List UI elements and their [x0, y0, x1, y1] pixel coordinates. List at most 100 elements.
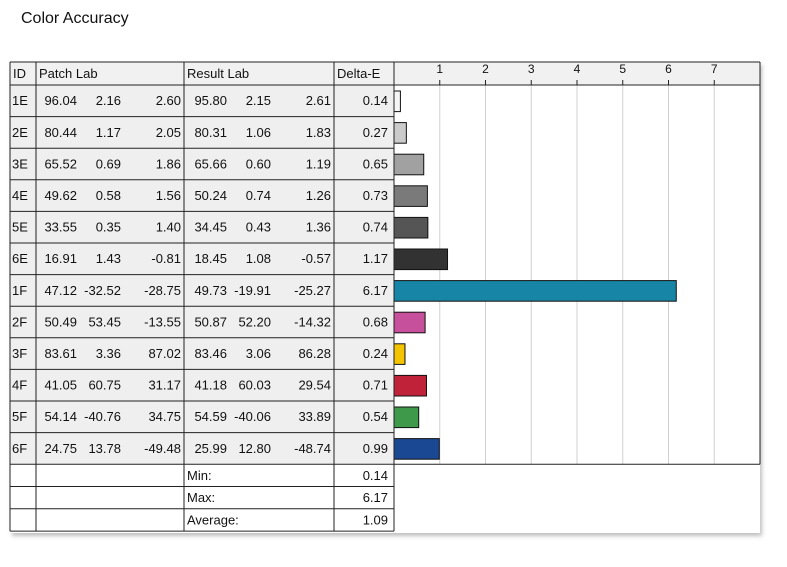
result-lab: 1.36 [306, 220, 331, 235]
result-lab: 29.54 [298, 378, 331, 393]
patch-lab: 3.36 [96, 346, 121, 361]
row-bg [10, 274, 394, 307]
result-lab: -0.57 [301, 251, 331, 266]
column-header: Result Lab [187, 66, 249, 81]
result-lab: 50.24 [194, 188, 227, 203]
delta-e: 0.71 [363, 378, 388, 393]
result-lab: 86.28 [298, 346, 331, 361]
row-bg [10, 85, 394, 117]
row-bg [10, 211, 394, 243]
row-bg [10, 116, 394, 149]
result-lab: 1.08 [246, 251, 271, 266]
row-bg [10, 337, 394, 370]
bar [393, 311, 426, 334]
patch-lab: 1.17 [96, 125, 121, 140]
header-row [10, 62, 760, 85]
patch-lab: -0.81 [151, 251, 181, 266]
x-tick-label: 6 [665, 62, 672, 76]
x-tick-label: 3 [528, 62, 535, 76]
patch-id: 6F [12, 441, 27, 456]
patch-lab: 83.61 [44, 346, 77, 361]
result-lab: 41.18 [194, 378, 227, 393]
bar [393, 185, 428, 207]
column-header: Patch Lab [39, 66, 98, 81]
patch-id: 3E [12, 156, 28, 171]
result-lab: 60.03 [238, 378, 271, 393]
patch-lab: 34.75 [148, 409, 181, 424]
bar [393, 406, 420, 429]
bar [393, 153, 425, 176]
result-lab: -14.32 [294, 314, 331, 329]
patch-lab: 0.58 [96, 188, 121, 203]
result-lab: 50.87 [194, 314, 227, 329]
patch-lab: 0.69 [96, 156, 121, 171]
patch-lab: -49.48 [144, 441, 181, 456]
result-lab: 33.89 [298, 409, 331, 424]
patch-lab: 33.55 [44, 220, 77, 235]
result-lab: -48.74 [294, 441, 331, 456]
result-lab: -25.27 [294, 283, 331, 298]
result-lab: 12.80 [238, 441, 271, 456]
row-bg [10, 179, 394, 212]
row-bg [10, 148, 394, 180]
patch-lab: 65.52 [44, 156, 77, 171]
patch-lab: 87.02 [148, 346, 181, 361]
patch-id: 2E [12, 125, 28, 140]
summary-label: Max: [187, 490, 215, 505]
bar [393, 122, 407, 144]
result-lab: -40.06 [234, 409, 271, 424]
page-title: Color Accuracy [21, 10, 129, 27]
result-lab: 83.46 [194, 346, 227, 361]
result-lab: 1.83 [306, 125, 331, 140]
patch-lab: 47.12 [44, 283, 77, 298]
result-lab: 0.43 [246, 220, 271, 235]
result-lab: 52.20 [238, 314, 271, 329]
x-tick-label: 1 [436, 62, 443, 76]
result-lab: 65.66 [194, 156, 227, 171]
patch-id: 5F [12, 409, 27, 424]
delta-e: 0.74 [363, 220, 388, 235]
patch-lab: 2.60 [156, 93, 181, 108]
row-bg [10, 369, 394, 401]
column-header: ID [13, 66, 26, 81]
bar [393, 90, 401, 113]
result-lab: 25.99 [194, 441, 227, 456]
patch-lab: 96.04 [44, 93, 77, 108]
bar [393, 438, 440, 460]
bar [393, 374, 427, 397]
patch-lab: 31.17 [148, 378, 181, 393]
patch-lab: 24.75 [44, 441, 77, 456]
delta-e: 1.17 [363, 251, 388, 266]
summary-label: Min: [187, 468, 212, 483]
patch-lab: 1.40 [156, 220, 181, 235]
patch-id: 2F [12, 314, 27, 329]
patch-lab: -40.76 [84, 409, 121, 424]
patch-lab: -13.55 [144, 314, 181, 329]
row-bg [10, 401, 394, 433]
patch-id: 1E [12, 93, 28, 108]
patch-lab: 53.45 [88, 314, 121, 329]
x-tick-label: 4 [574, 62, 581, 76]
result-lab: 3.06 [246, 346, 271, 361]
patch-lab: 1.86 [156, 156, 181, 171]
result-lab: 49.73 [194, 283, 227, 298]
summary-value: 6.17 [363, 490, 388, 505]
patch-lab: -32.52 [84, 283, 121, 298]
result-lab: 2.61 [306, 93, 331, 108]
patch-id: 4F [12, 378, 27, 393]
patch-lab: 1.43 [96, 251, 121, 266]
result-lab: 54.59 [194, 409, 227, 424]
summary-value: 0.14 [363, 468, 388, 483]
patch-id: 3F [12, 346, 27, 361]
result-lab: -19.91 [234, 283, 271, 298]
result-lab: 0.60 [246, 156, 271, 171]
delta-e: 0.27 [363, 125, 388, 140]
result-lab: 0.74 [246, 188, 271, 203]
patch-id: 5E [12, 220, 28, 235]
patch-lab: 49.62 [44, 188, 77, 203]
patch-id: 6E [12, 251, 28, 266]
delta-e: 0.14 [363, 93, 388, 108]
patch-lab: 1.56 [156, 188, 181, 203]
patch-lab: -28.75 [144, 283, 181, 298]
